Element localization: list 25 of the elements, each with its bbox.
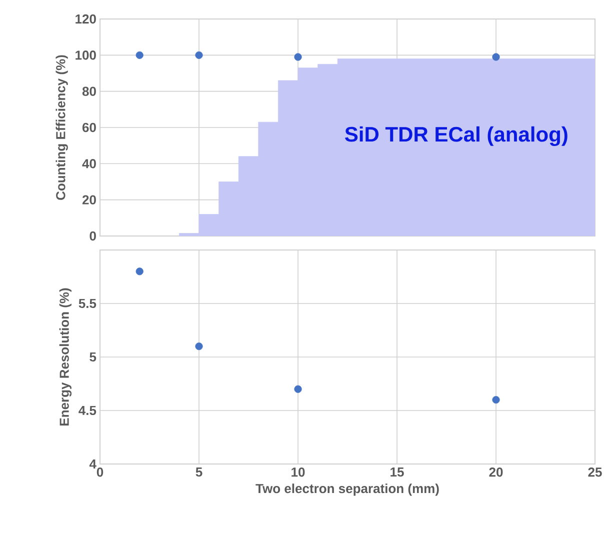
y-tick-label: 0 xyxy=(90,231,96,241)
point xyxy=(136,268,144,276)
y-tick-label: 4.5 xyxy=(78,406,96,416)
x-tick-label: 5 xyxy=(196,468,202,477)
point xyxy=(492,396,500,404)
x-tick-label: 15 xyxy=(390,468,404,477)
y-axis-title: Counting Efficiency (%) xyxy=(56,55,68,200)
y-tick-label: 4 xyxy=(89,460,96,468)
annotation: SiD TDR ECal (analog) xyxy=(345,126,568,146)
y-tick-label: 5.5 xyxy=(78,298,96,308)
x-axis-title: Two electron separation (mm) xyxy=(256,484,439,496)
x-tick-label: 10 xyxy=(292,468,305,477)
x-tick-label: 25 xyxy=(588,468,602,477)
y-tick-label: 20 xyxy=(82,195,96,204)
point xyxy=(294,385,302,393)
y-tick-label: 5 xyxy=(90,352,96,362)
x-tick-label: 0 xyxy=(96,468,104,477)
y-tick-label: 80 xyxy=(82,86,96,96)
y-tick-label: 40 xyxy=(82,159,96,168)
x-tick-label: 20 xyxy=(489,468,503,477)
point xyxy=(195,342,203,350)
y-tick-label: 120 xyxy=(76,14,96,24)
y-axis-title: Energy Resolution (%) xyxy=(59,288,72,426)
y-tick-label: 100 xyxy=(76,50,96,60)
y-tick-label: 60 xyxy=(82,122,96,132)
